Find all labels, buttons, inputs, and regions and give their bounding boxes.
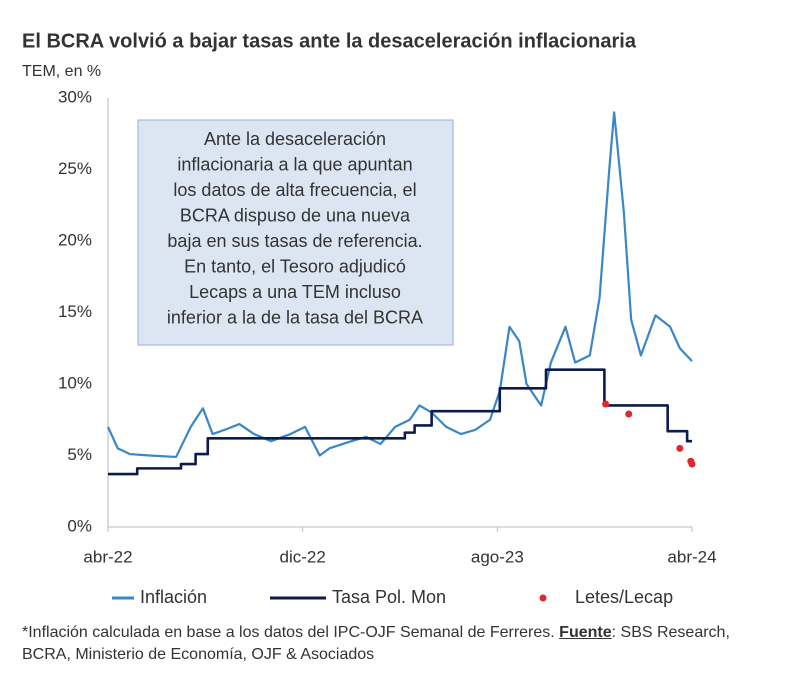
annotation-text: inflacionaria a la que apuntan <box>177 154 412 174</box>
x-tick-label: ago-23 <box>471 547 524 566</box>
scatter-point <box>602 400 610 408</box>
scatter-point <box>625 410 633 418</box>
y-tick-label: 5% <box>67 445 92 464</box>
legend-label: Letes/Lecap <box>575 587 673 607</box>
scatter-point <box>676 444 684 452</box>
x-tick-label: dic-22 <box>280 547 326 566</box>
chart-title: El BCRA volvió a bajar tasas ante la des… <box>22 30 637 52</box>
annotation-text: los datos de alta frecuencia, el <box>173 180 416 200</box>
series-line <box>108 368 692 476</box>
y-tick-label: 25% <box>58 159 92 178</box>
x-tick-label: abr-24 <box>667 547 716 566</box>
annotation-text: BCRA dispuso de una nueva <box>180 205 411 225</box>
annotation-text: baja en sus tasas de referencia. <box>167 231 422 251</box>
footnote-text: : SBS Research, BCRA, Ministerio de Econ… <box>22 624 730 663</box>
x-tick-label: abr-22 <box>83 547 132 566</box>
annotation-text: inferior a la de la tasa del BCRA <box>167 307 423 327</box>
footnote: *Inflación calculada en base a los datos… <box>22 622 782 666</box>
y-tick-label: 10% <box>58 373 92 392</box>
legend-label: Inflación <box>140 587 207 607</box>
y-tick-label: 0% <box>67 516 92 535</box>
y-tick-label: 15% <box>58 302 92 321</box>
y-tick-label: 20% <box>58 230 92 249</box>
annotation-box <box>137 119 454 346</box>
legend-swatch <box>539 594 547 602</box>
annotation-text: En tanto, el Tesoro adjudicó <box>184 256 406 276</box>
footnote-text: *Inflación calculada en base a los datos… <box>22 624 560 641</box>
series-line <box>106 111 693 459</box>
footnote-source-label: Fuente <box>559 624 612 641</box>
annotation-text: Ante la desaceleración <box>204 129 386 149</box>
annotation-text: Lecaps a una TEM incluso <box>189 282 401 302</box>
chart-subtitle: TEM, en % <box>22 63 101 80</box>
legend-label: Tasa Pol. Mon <box>332 587 446 607</box>
scatter-point <box>688 460 696 468</box>
y-tick-label: 30% <box>58 87 92 106</box>
